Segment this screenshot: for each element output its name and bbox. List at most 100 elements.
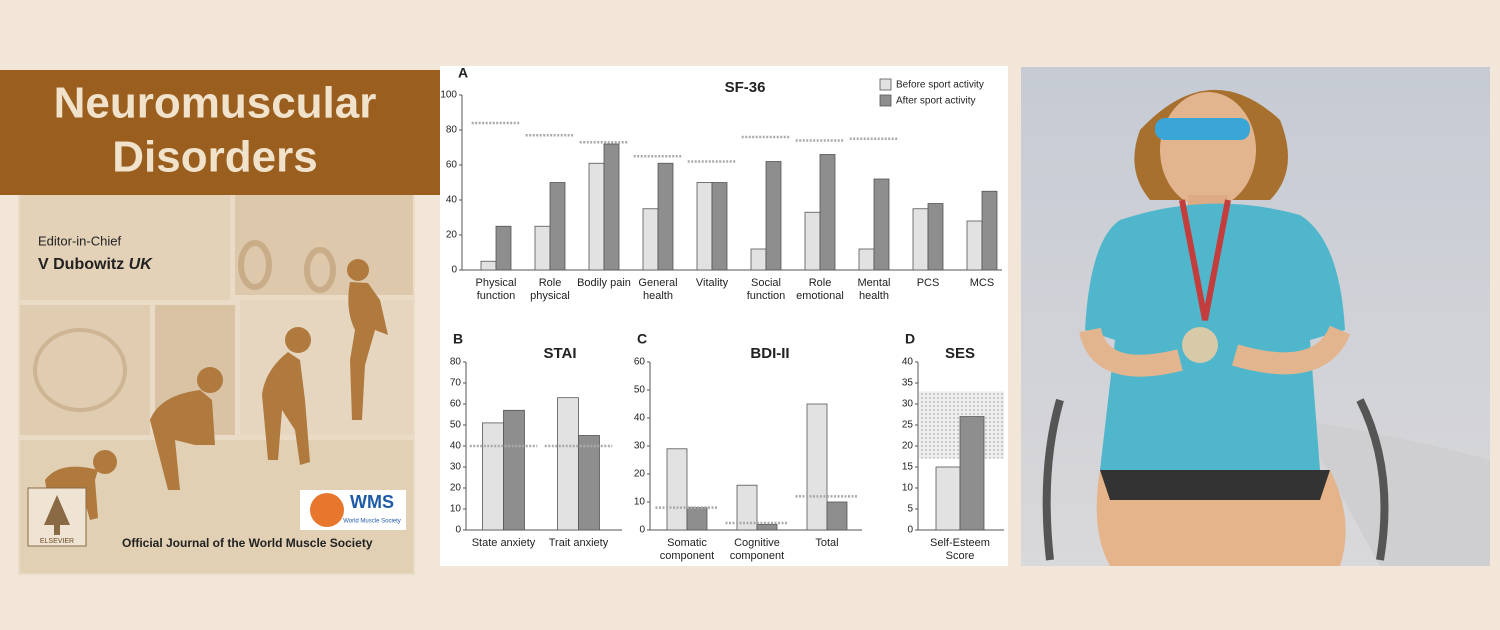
y-tick-label: 20 — [446, 230, 458, 241]
bar — [657, 162, 674, 271]
chart-title: SF-36 — [725, 79, 766, 96]
photo-ground — [1300, 420, 1490, 566]
bar — [711, 182, 728, 271]
y-tick-label: 0 — [907, 525, 913, 536]
y-tick-label: 60 — [446, 160, 458, 171]
bar — [642, 208, 659, 271]
title-banner — [0, 70, 440, 195]
sunglasses — [1155, 118, 1250, 140]
chart-title: SES — [945, 345, 975, 362]
y-tick-label: 10 — [902, 483, 914, 494]
legend-label: After sport activity — [896, 96, 975, 107]
y-tick-label: 35 — [902, 378, 914, 389]
panel-label: C — [637, 331, 647, 347]
bar — [480, 260, 497, 271]
bar — [806, 403, 828, 531]
y-tick-label: 0 — [639, 525, 645, 536]
bar — [765, 161, 782, 271]
x-tick-label: MCS — [969, 277, 995, 289]
y-tick-label: 0 — [455, 525, 461, 536]
y-tick-label: 40 — [446, 195, 458, 206]
x-tick-label: PCS — [916, 277, 940, 289]
y-tick-label: 15 — [902, 462, 914, 473]
legend-label: Before sport activity — [896, 80, 984, 91]
editor-name: V Dubowitz UK — [38, 256, 153, 273]
bar — [482, 422, 504, 531]
bar — [578, 435, 600, 531]
panel-label: A — [458, 65, 468, 81]
x-tick-label: Physical function — [475, 277, 517, 302]
y-tick-label: 40 — [450, 441, 462, 452]
y-tick-label: 30 — [902, 399, 914, 410]
bar — [819, 154, 836, 271]
bar — [927, 203, 944, 271]
y-tick-label: 10 — [450, 504, 462, 515]
bar — [750, 248, 767, 271]
cover-footer: Official Journal of the World Muscle Soc… — [122, 536, 373, 550]
y-tick-label: 60 — [450, 399, 462, 410]
y-tick-label: 50 — [450, 420, 462, 431]
y-tick-label: 50 — [634, 385, 646, 396]
publisher-tree — [44, 495, 70, 535]
bar — [912, 208, 929, 271]
x-tick-label: Total — [815, 537, 839, 549]
bar — [826, 501, 848, 531]
bar — [873, 178, 890, 271]
society-logo-circle — [310, 493, 344, 527]
wheelchair — [1042, 398, 1389, 561]
editor: V Dubowitz — [38, 256, 124, 273]
x-tick-label: Bodily pain — [577, 277, 631, 289]
bar — [935, 466, 961, 531]
y-tick-label: 80 — [446, 125, 458, 136]
photo — [1021, 67, 1490, 566]
publisher-name: ELSEVIER — [40, 538, 74, 545]
x-tick-label: Role physical — [530, 277, 570, 302]
x-tick-label: Mental health — [857, 277, 891, 302]
bar — [549, 182, 566, 271]
bar — [736, 484, 758, 531]
cover-texture — [304, 247, 336, 293]
chart-title: STAI — [543, 345, 576, 362]
bar — [804, 211, 821, 271]
cover-tile — [20, 305, 150, 435]
y-tick-label: 20 — [450, 483, 462, 494]
x-tick-label: Social function — [746, 277, 786, 302]
x-tick-label: Role emotional — [796, 277, 844, 302]
bar — [557, 397, 579, 531]
bar — [981, 190, 998, 271]
face — [1160, 92, 1256, 208]
x-tick-label: Cognitive component — [729, 537, 785, 562]
editor-country: UK — [129, 256, 154, 273]
panel-label: D — [905, 331, 915, 347]
bar — [959, 416, 985, 531]
bar — [534, 225, 551, 271]
x-tick-label: Self-Esteem Score — [930, 537, 990, 562]
y-tick-label: 5 — [907, 504, 913, 515]
cover-title: Neuromuscular — [54, 79, 377, 128]
medal-ribbon — [1179, 199, 1231, 321]
chart-title: BDI-II — [750, 345, 789, 362]
bar — [966, 220, 983, 271]
y-tick-label: 20 — [634, 469, 646, 480]
bar — [756, 524, 778, 531]
y-tick-label: 30 — [634, 441, 646, 452]
x-tick-label: State anxiety — [471, 537, 536, 549]
bar — [686, 507, 708, 531]
y-tick-label: 100 — [440, 90, 457, 101]
cover-tile — [20, 195, 230, 300]
y-tick-label: 40 — [902, 357, 914, 368]
journal-cover: Neuromuscular Disorders Editor-in-Chief … — [0, 70, 440, 575]
bar — [495, 225, 512, 271]
cover-figures — [45, 259, 388, 545]
panel-label: B — [453, 331, 463, 347]
y-tick-label: 10 — [634, 497, 646, 508]
editor-role: Editor-in-Chief — [38, 233, 121, 248]
y-tick-label: 80 — [450, 357, 462, 368]
y-tick-label: 60 — [634, 357, 646, 368]
bar — [666, 448, 688, 531]
shorts — [1100, 470, 1330, 500]
arms — [1079, 325, 1351, 377]
legend-swatch — [879, 94, 892, 107]
figure-panel — [440, 66, 1008, 566]
